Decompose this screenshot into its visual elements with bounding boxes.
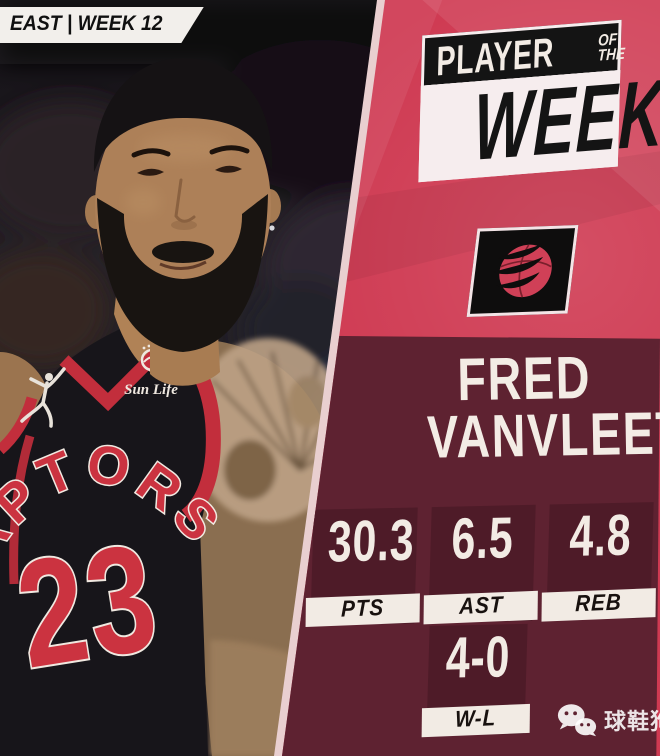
east-week-badge: EAST | WEEK 12 [0,7,204,43]
stat-column-pts: 30.3 PTS [305,507,420,628]
record-value: 4-0 [444,624,511,691]
watermark-text: 球鞋狗 [604,709,660,734]
player-head [85,58,281,386]
stat-label-strip: AST [423,590,538,625]
jumpman-icon [20,367,66,428]
record-column: 4-0 W-L [421,623,530,738]
sponsor-text: Sun Life [124,382,178,398]
badge-text: EAST | WEEK 12 [10,12,163,35]
stat-value: 30.3 [327,507,416,575]
stat-value: 6.5 [450,505,515,572]
potw-week-text: WEEK [472,59,660,180]
wechat-icon [557,704,597,737]
potw-week-box: WEEK [418,59,660,183]
player-of-the-week-logo: PLAYER OF THE WEEK [418,19,660,183]
stats-row: 30.3 PTS 6.5 AST 4.8 REB [305,502,656,628]
stat-label-strip: PTS [305,593,420,628]
vneck-trim [59,349,161,412]
stat-value: 4.8 [568,502,633,570]
stat-column-ast: 6.5 AST [423,504,538,625]
record-label-strip: W-L [421,703,530,738]
jersey [0,328,209,756]
player-last-name: VANVLEET [426,399,660,471]
watermark: 球鞋狗 [556,702,660,738]
raptors-ball-icon [492,243,552,298]
raptors-logo [466,225,579,317]
player-name: FRED VANVLEET [389,344,660,471]
potw-ofthe-text: OF THE [597,31,625,65]
stat-column-reb: 4.8 REB [541,502,656,622]
jersey-number: 23 [7,511,170,700]
stat-label-strip: REB [541,588,656,622]
